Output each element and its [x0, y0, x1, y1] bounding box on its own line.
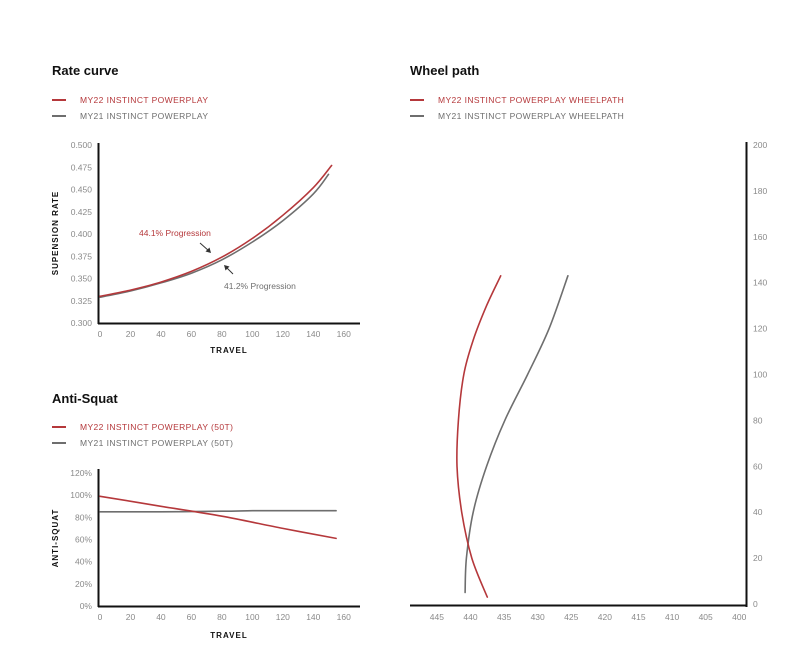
my21-wheelpath-line [464, 275, 569, 594]
legend-item-my21: MY21 INSTINCT POWERPLAY [52, 108, 208, 124]
x-tick-label: 140 [306, 612, 320, 622]
y-tick-label: 100 [753, 370, 767, 380]
legend-item-my21: MY21 INSTINCT POWERPLAY WHEELPATH [410, 108, 624, 124]
y-axis-label: ANTI-SQUAT [51, 509, 60, 568]
x-tick-label: 20 [126, 612, 136, 622]
my21-antisquat-line [99, 509, 337, 513]
x-tick-label: 160 [337, 329, 351, 339]
x-tick-label: 0 [98, 612, 103, 622]
legend-swatch-red [410, 99, 424, 101]
my21-rate-line [99, 173, 330, 298]
legend-swatch-gray [52, 115, 66, 117]
x-tick-label: 425 [564, 612, 578, 622]
x-tick-label: 445 [430, 612, 444, 622]
legend-item-my21: MY21 INSTINCT POWERPLAY (50T) [52, 435, 233, 451]
x-tick-label: 160 [337, 612, 351, 622]
wheel-path-title: Wheel path [410, 63, 480, 78]
y-tick-label: 80% [75, 512, 92, 522]
y-tick-label: 0.450 [71, 185, 93, 195]
legend-swatch-gray [410, 115, 424, 117]
y-tick-label: 60 [753, 461, 763, 471]
my22-rate-line [99, 164, 333, 298]
my22-antisquat-line [99, 495, 337, 540]
y-tick-label: 0.375 [71, 251, 93, 261]
legend-label: MY22 INSTINCT POWERPLAY (50T) [80, 422, 234, 432]
y-tick-label: 20% [75, 579, 92, 589]
my22-wheelpath-line [456, 275, 502, 598]
x-tick-label: 415 [631, 612, 645, 622]
legend-item-my22: MY22 INSTINCT POWERPLAY WHEELPATH [410, 92, 624, 108]
y-tick-label: 0.300 [71, 318, 93, 328]
x-tick-label: 120 [276, 612, 290, 622]
x-tick-label: 80 [217, 612, 227, 622]
x-tick-label: 40 [156, 612, 166, 622]
legend-label: MY22 INSTINCT POWERPLAY [80, 95, 209, 105]
x-tick-label: 405 [699, 612, 713, 622]
y-tick-label: 0.350 [71, 274, 93, 284]
x-tick-label: 420 [598, 612, 612, 622]
x-tick-label: 435 [497, 612, 511, 622]
x-tick-label: 100 [245, 612, 259, 622]
x-tick-label: 0 [98, 329, 103, 339]
x-tick-label: 120 [276, 329, 290, 339]
x-tick-label: 100 [245, 329, 259, 339]
y-tick-label: 0.475 [71, 162, 93, 172]
legend-label: MY21 INSTINCT POWERPLAY [80, 111, 209, 121]
y-tick-label: 40% [75, 557, 92, 567]
y-tick-label: 0.500 [71, 140, 93, 150]
x-axis-label: TRAVEL [210, 631, 247, 640]
x-tick-label: 80 [217, 329, 227, 339]
rate-curve-title: Rate curve [52, 63, 119, 78]
y-tick-label: 60% [75, 535, 92, 545]
annotation-my21-progression: 41.2% Progression [224, 281, 296, 291]
x-tick-label: 410 [665, 612, 679, 622]
y-tick-label: 80 [753, 415, 763, 425]
y-tick-label: 0% [80, 601, 93, 611]
legend-swatch-red [52, 99, 66, 101]
y-tick-label: 0.325 [71, 296, 93, 306]
x-tick-label: 430 [531, 612, 545, 622]
y-tick-label: 160 [753, 232, 767, 242]
y-tick-label: 140 [753, 278, 767, 288]
y-tick-label: 20 [753, 553, 763, 563]
rate-curve-legend: MY22 INSTINCT POWERPLAY MY21 INSTINCT PO… [52, 92, 208, 124]
legend-item-my22: MY22 INSTINCT POWERPLAY [52, 92, 208, 108]
x-axis-label: TRAVEL [210, 346, 247, 355]
x-tick-label: 140 [306, 329, 320, 339]
annotation-arrow-head [205, 247, 211, 253]
anti-squat-title: Anti-Squat [52, 391, 118, 406]
y-tick-label: 180 [753, 186, 767, 196]
legend-swatch-red [52, 426, 66, 428]
legend-item-my22: MY22 INSTINCT POWERPLAY (50T) [52, 419, 233, 435]
legend-label: MY21 INSTINCT POWERPLAY (50T) [80, 438, 234, 448]
wheel-path-legend: MY22 INSTINCT POWERPLAY WHEELPATH MY21 I… [410, 92, 624, 124]
y-axis-label: SUPENSION RATE [51, 191, 60, 276]
x-tick-label: 60 [187, 612, 197, 622]
x-tick-label: 20 [126, 329, 136, 339]
y-tick-label: 100% [70, 490, 92, 500]
y-tick-label: 120 [753, 324, 767, 334]
x-tick-label: 60 [187, 329, 197, 339]
x-tick-label: 440 [463, 612, 477, 622]
y-tick-label: 0.400 [71, 229, 93, 239]
y-tick-label: 120% [70, 468, 92, 478]
legend-label: MY22 INSTINCT POWERPLAY WHEELPATH [438, 95, 625, 105]
y-tick-label: 200 [753, 140, 767, 150]
legend-label: MY21 INSTINCT POWERPLAY WHEELPATH [438, 111, 625, 121]
annotation-my22-progression: 44.1% Progression [139, 228, 211, 238]
y-tick-label: 0 [753, 599, 758, 609]
x-tick-label: 400 [732, 612, 746, 622]
y-tick-label: 40 [753, 507, 763, 517]
anti-squat-legend: MY22 INSTINCT POWERPLAY (50T) MY21 INSTI… [52, 419, 233, 451]
y-tick-label: 0.425 [71, 207, 93, 217]
x-tick-label: 40 [156, 329, 166, 339]
annotation-arrow-head [224, 265, 230, 271]
legend-swatch-gray [52, 442, 66, 444]
